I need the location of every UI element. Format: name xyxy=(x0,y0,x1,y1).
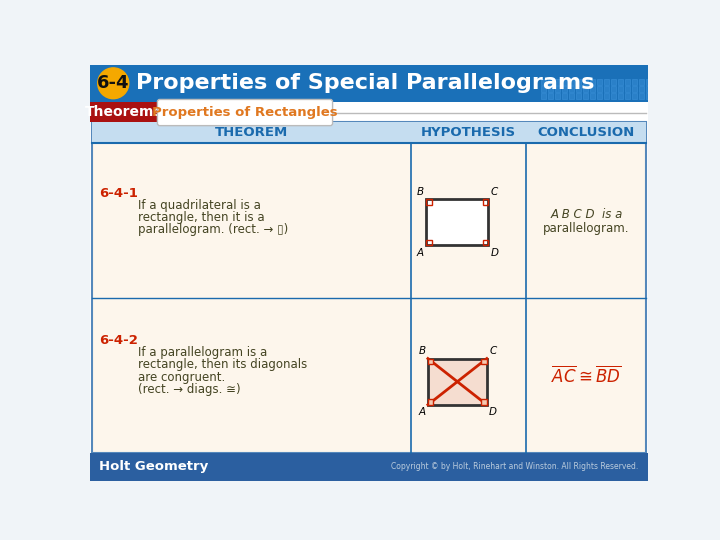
Text: (rect. → diags. ≅): (rect. → diags. ≅) xyxy=(138,383,240,396)
Text: are congruent.: are congruent. xyxy=(138,370,225,383)
Bar xyxy=(541,93,546,99)
Bar xyxy=(576,79,581,85)
Bar xyxy=(631,86,637,92)
Bar xyxy=(482,400,487,405)
Bar xyxy=(631,93,637,99)
Bar xyxy=(91,122,647,143)
Bar xyxy=(646,86,651,92)
Bar xyxy=(555,93,560,99)
Text: C: C xyxy=(489,346,496,356)
Bar xyxy=(90,453,648,481)
Bar xyxy=(548,79,554,85)
Text: Properties of Special Parallelograms: Properties of Special Parallelograms xyxy=(137,73,595,93)
Bar xyxy=(604,79,609,85)
Bar xyxy=(631,79,637,85)
Text: HYPOTHESIS: HYPOTHESIS xyxy=(421,126,516,139)
Bar xyxy=(569,79,575,85)
Bar xyxy=(611,93,616,99)
Text: parallelogram. (rect. → ▯): parallelogram. (rect. → ▯) xyxy=(138,224,288,237)
Bar xyxy=(583,86,588,92)
Bar xyxy=(482,359,487,364)
Bar xyxy=(428,359,487,405)
Bar xyxy=(604,86,609,92)
Text: 6-4-2: 6-4-2 xyxy=(99,334,138,347)
Bar xyxy=(428,400,433,405)
Text: B: B xyxy=(418,346,426,356)
Text: A: A xyxy=(418,407,426,417)
Text: Holt Geometry: Holt Geometry xyxy=(99,460,209,473)
Bar xyxy=(618,93,624,99)
Text: 6-4: 6-4 xyxy=(97,75,130,92)
Text: Copyright © by Holt, Rinehart and Winston. All Rights Reserved.: Copyright © by Holt, Rinehart and Winsto… xyxy=(392,462,639,471)
Text: D: D xyxy=(490,248,499,258)
Text: CONCLUSION: CONCLUSION xyxy=(538,126,635,139)
Bar xyxy=(646,79,651,85)
Bar xyxy=(590,86,595,92)
Bar xyxy=(426,199,488,245)
Text: THEOREM: THEOREM xyxy=(215,126,288,139)
Text: If a parallelogram is a: If a parallelogram is a xyxy=(138,346,267,359)
Bar xyxy=(569,86,575,92)
Bar xyxy=(639,86,644,92)
Bar xyxy=(562,86,567,92)
Bar xyxy=(597,79,602,85)
Text: C: C xyxy=(490,187,498,197)
Text: A B C D  is a: A B C D is a xyxy=(550,208,623,221)
Bar xyxy=(562,79,567,85)
Text: 6-4-1: 6-4-1 xyxy=(99,187,138,200)
Bar xyxy=(611,79,616,85)
Bar xyxy=(590,79,595,85)
Bar xyxy=(426,240,432,245)
FancyBboxPatch shape xyxy=(158,99,333,126)
Bar xyxy=(428,359,433,364)
Bar xyxy=(604,93,609,99)
Bar xyxy=(548,86,554,92)
Circle shape xyxy=(98,68,129,99)
Bar xyxy=(562,93,567,99)
Bar xyxy=(90,65,648,102)
Bar xyxy=(639,93,644,99)
Bar xyxy=(548,93,554,99)
Bar xyxy=(426,199,432,205)
Bar xyxy=(646,93,651,99)
Text: A: A xyxy=(417,248,424,258)
Text: Theorems: Theorems xyxy=(85,105,163,119)
Text: D: D xyxy=(489,407,497,417)
Text: Properties of Rectangles: Properties of Rectangles xyxy=(152,106,338,119)
Bar xyxy=(590,93,595,99)
Text: rectangle, then it is a: rectangle, then it is a xyxy=(138,211,265,224)
Bar xyxy=(625,93,630,99)
Bar xyxy=(90,102,158,122)
Bar xyxy=(555,79,560,85)
Bar xyxy=(625,86,630,92)
Text: $\overline{AC} \cong \overline{BD}$: $\overline{AC} \cong \overline{BD}$ xyxy=(551,365,621,386)
Bar xyxy=(625,79,630,85)
Bar xyxy=(618,86,624,92)
Bar xyxy=(597,93,602,99)
Text: parallelogram.: parallelogram. xyxy=(543,222,629,235)
Bar xyxy=(639,79,644,85)
Bar xyxy=(541,79,546,85)
Text: B: B xyxy=(417,187,424,197)
Bar xyxy=(555,86,560,92)
Bar xyxy=(597,86,602,92)
Bar xyxy=(483,240,488,245)
Bar xyxy=(569,93,575,99)
Text: rectangle, then its diagonals: rectangle, then its diagonals xyxy=(138,358,307,371)
Bar xyxy=(483,199,488,205)
Bar xyxy=(583,93,588,99)
Bar xyxy=(91,122,647,453)
Text: If a quadrilateral is a: If a quadrilateral is a xyxy=(138,199,261,212)
Bar xyxy=(576,93,581,99)
Bar xyxy=(541,86,546,92)
Bar xyxy=(611,86,616,92)
Bar xyxy=(576,86,581,92)
Bar xyxy=(583,79,588,85)
Bar xyxy=(618,79,624,85)
